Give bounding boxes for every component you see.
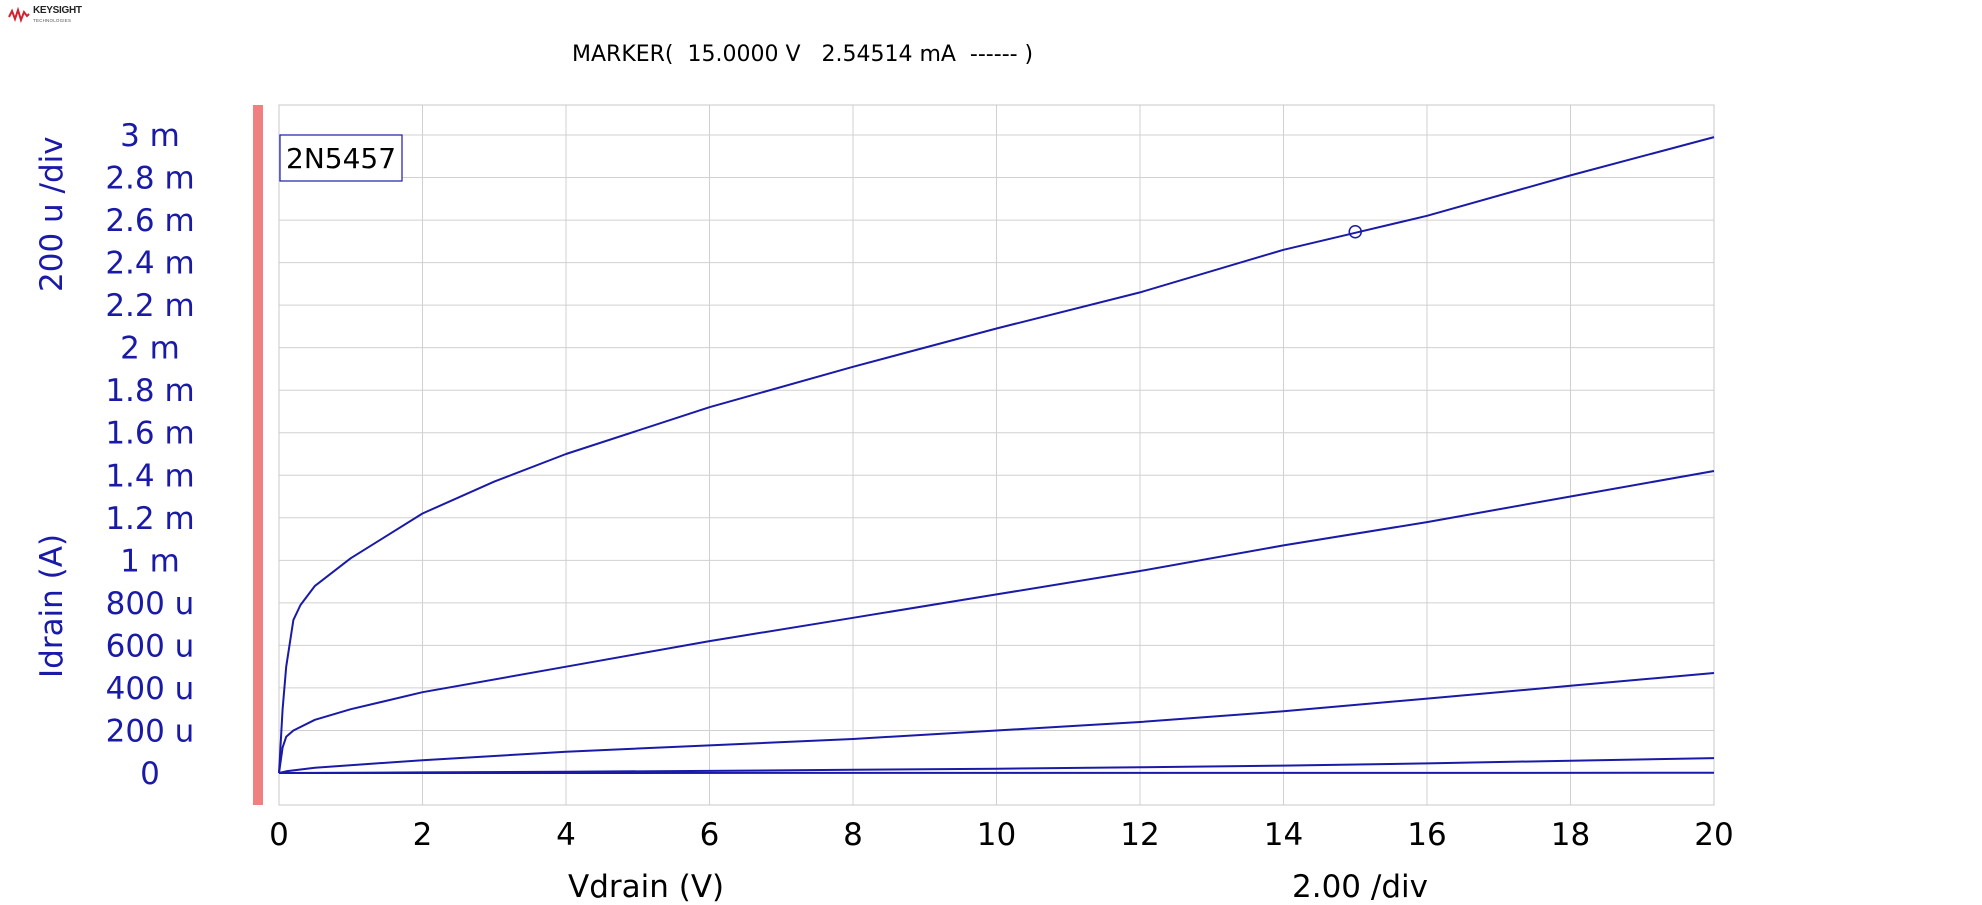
x-tick-label-4: 8 [843,817,863,853]
plot-frame [278,104,1715,806]
keysight-logo: KEYSIGHT TECHNOLOGIES [8,5,92,27]
left-indicator-bar [253,105,263,805]
y-tick-label-10: 2 m [120,331,180,367]
x-tick-label-9: 18 [1551,817,1590,853]
y-tick-label-2: 400 u [106,671,195,707]
y-tick-label-12: 2.4 m [105,246,194,282]
y-tick-label-9: 1.8 m [105,373,194,409]
keysight-wave-icon [8,7,30,23]
y-tick-label-11: 2.2 m [105,288,194,324]
y-tick-labels: 0 200 u 400 u 600 u 800 u 1 m 1.2 m 1.4 m 1.6 m 1… [105,118,194,792]
x-tick-label-7: 14 [1264,817,1303,853]
y-axis-label: Idrain (A) [34,534,70,678]
x-tick-label-2: 4 [556,817,576,853]
x-tick-label-0: 0 [269,817,289,853]
series-group [278,136,1715,774]
y-tick-label-6: 1.2 m [105,501,194,537]
y-tick-label-13: 2.6 m [105,203,194,239]
x-tick-label-5: 10 [977,817,1016,853]
y-tick-label-7: 1.4 m [105,458,194,494]
series-line-2 [278,470,1715,774]
marker-point[interactable] [1348,224,1362,239]
y-tick-label-8: 1.6 m [105,416,194,452]
x-tick-label-6: 12 [1120,817,1159,853]
series-line-4 [278,757,1715,774]
y-tick-label-0: 0 [140,756,160,792]
legend-box: 2N5457 [279,134,403,182]
y-tick-label-1: 200 u [106,713,195,749]
chart-title: 2N5457 [286,142,396,175]
y-tick-label-15: 3 m [120,118,180,154]
brand-name: KEYSIGHT [33,5,82,16]
y-tick-label-5: 1 m [120,543,180,579]
x-tick-labels: 0 2 4 6 8 10 12 14 16 18 20 [269,817,1734,853]
y-tick-label-14: 2.8 m [105,161,194,197]
x-scale-label: 2.00 /div [1292,869,1428,905]
marker-readout: MARKER( 15.0000 V 2.54514 mA ------ ) [572,42,1034,67]
x-tick-label-10: 20 [1694,817,1733,853]
x-tick-label-1: 2 [413,817,433,853]
series-line-1 [278,136,1715,774]
y-scale-label: 200 u /div [34,136,70,292]
series-line-3 [278,672,1715,774]
x-tick-label-3: 6 [700,817,720,853]
x-tick-label-8: 16 [1407,817,1446,853]
x-axis-label: Vdrain (V) [568,869,724,905]
grid [278,105,1715,805]
y-tick-label-3: 600 u [106,628,195,664]
brand-tagline: TECHNOLOGIES [33,18,72,23]
y-tick-label-4: 800 u [106,586,195,622]
